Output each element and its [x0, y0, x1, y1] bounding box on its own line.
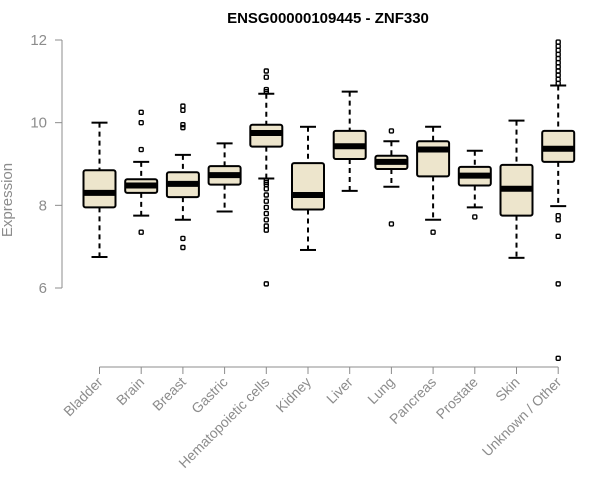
outlier-point — [555, 60, 561, 66]
box-group — [499, 119, 534, 259]
outlier-point — [263, 281, 269, 287]
outlier-point — [263, 192, 269, 198]
outlier-point — [555, 43, 561, 49]
outlier-point — [263, 198, 269, 204]
outlier-point — [555, 76, 561, 82]
box-group — [207, 142, 242, 213]
outlier-point — [555, 233, 561, 240]
outlier-point — [263, 223, 269, 229]
outlier-point — [180, 122, 186, 128]
x-tick-label: Skin — [492, 374, 523, 405]
outlier-point — [263, 177, 269, 184]
outlier-point — [263, 204, 269, 211]
outlier-point — [388, 221, 395, 227]
x-tick-label: Breast — [149, 374, 189, 414]
x-tick-label: Bladder — [60, 374, 106, 420]
outlier-point — [388, 128, 395, 134]
outlier-point — [430, 229, 436, 235]
outlier-point — [555, 64, 561, 70]
outlier-point — [555, 72, 561, 78]
y-axis: 6 8 10 12 — [30, 32, 63, 297]
outlier-point — [138, 146, 144, 153]
x-tick-label: Prostate — [433, 374, 481, 422]
outlier-point — [180, 124, 186, 131]
outlier-point — [555, 355, 561, 361]
outlier-point — [263, 210, 269, 217]
iqr-box — [291, 162, 325, 211]
y-tick-label: 8 — [39, 197, 47, 214]
x-tick-label: Liver — [323, 374, 356, 407]
outlier-point — [555, 47, 561, 54]
outlier-point — [555, 68, 561, 74]
outlier-point — [263, 227, 269, 233]
outlier-point — [180, 244, 186, 251]
outlier-point — [263, 186, 269, 192]
box-group — [332, 90, 367, 192]
outlier-point — [138, 109, 144, 116]
outlier-point — [138, 119, 144, 126]
box-group — [291, 125, 325, 251]
x-tick-label: Lung — [364, 374, 397, 407]
outlier-point — [555, 217, 561, 223]
outlier-point — [555, 51, 561, 58]
outlier-point — [555, 39, 561, 45]
box-group — [82, 121, 117, 258]
outlier-point — [263, 68, 269, 74]
x-tick-label: Unknown / Other — [479, 374, 565, 460]
outlier-point — [263, 74, 269, 80]
chart-title: ENSG00000109445 - ZNF330 — [227, 10, 429, 27]
outlier-point — [555, 281, 561, 287]
outlier-point — [472, 214, 478, 220]
outlier-point — [263, 86, 269, 93]
outlier-point — [555, 80, 561, 87]
x-tick-label: Brain — [113, 374, 147, 408]
outlier-point — [180, 107, 186, 113]
outlier-point — [555, 212, 561, 219]
box-group — [165, 103, 200, 251]
y-tick-label: 12 — [30, 32, 47, 49]
box-group — [374, 128, 409, 227]
outlier-point — [180, 235, 186, 242]
outlier-point — [180, 103, 186, 109]
y-tick-label: 6 — [39, 280, 47, 297]
outlier-point — [263, 217, 269, 223]
box-group — [249, 68, 284, 287]
box-series — [82, 39, 576, 361]
x-tick-label: Kidney — [273, 374, 315, 416]
outlier-point — [555, 55, 561, 62]
y-tick-label: 10 — [30, 115, 47, 132]
box-group — [457, 149, 492, 220]
box-group — [541, 39, 576, 361]
box-group — [124, 109, 159, 235]
box-group — [416, 125, 451, 235]
outlier-point — [138, 229, 144, 235]
iqr-box — [82, 169, 117, 209]
y-axis-label: Expression — [0, 163, 16, 237]
